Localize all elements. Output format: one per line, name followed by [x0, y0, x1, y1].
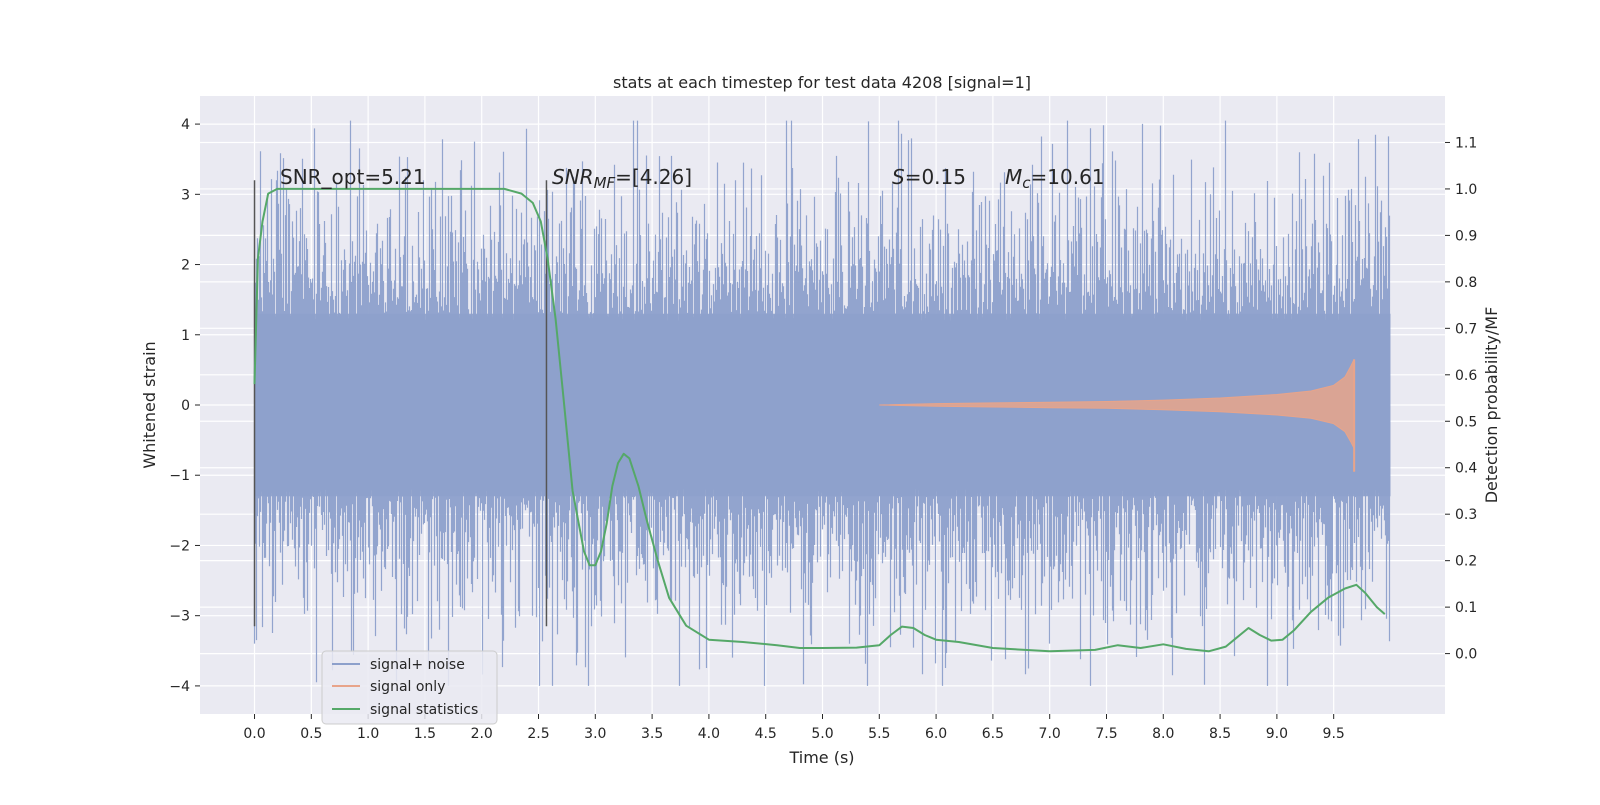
x-tick-label-5: 2.5 [527, 726, 549, 742]
x-tick-label-9: 4.5 [755, 726, 777, 742]
annotation-s: S=0.15 [892, 165, 966, 189]
y-right-tick-label-11: 1.1 [1455, 135, 1477, 151]
x-tick-label-1: 0.5 [300, 726, 322, 742]
ticks: 0.0 0.5 1.0 1.5 2.0 2.5 3.0 3.5 4.0 4.5 5.0 5.5 6.0 6… [169, 117, 1477, 742]
x-tick-label-12: 6.0 [925, 726, 947, 742]
y-axis-right-label: Detection probability/MF [1482, 307, 1501, 504]
x-tick-label-17: 8.5 [1209, 726, 1231, 742]
x-tick-label-4: 2.0 [471, 726, 493, 742]
annotation-mc-sub: c [1022, 174, 1031, 192]
annotation-s-label: S [892, 165, 905, 189]
y-right-tick-label-9: 0.9 [1455, 228, 1477, 244]
x-tick-label-6: 3.0 [584, 726, 606, 742]
annotation-snr-opt: SNR_opt=5.21 [280, 165, 426, 189]
y-axis-left-label: Whitened strain [140, 341, 159, 468]
x-axis-label: Time (s) [788, 748, 854, 767]
chart-title: stats at each timestep for test data 420… [613, 73, 1031, 92]
x-tick-label-11: 5.5 [868, 726, 890, 742]
annotation-snr-mf-sub: MF [594, 174, 616, 192]
y-right-tick-label-2: 0.2 [1455, 554, 1477, 570]
y-right-tick-label-0: 0.0 [1455, 647, 1477, 663]
x-tick-label-8: 4.0 [698, 726, 720, 742]
x-tick-label-14: 7.0 [1039, 726, 1061, 742]
y-right-tick-label-5: 0.5 [1455, 414, 1477, 430]
y-left-tick-label-4: 0 [181, 398, 190, 414]
series-signal-only [879, 359, 1356, 472]
legend-label-signal-noise: signal+ noise [370, 657, 465, 673]
annotation-snr-mf-value: =[4.26] [615, 165, 692, 189]
y-left-tick-label-1: −3 [169, 609, 190, 625]
annotation-s-value: =0.15 [905, 165, 966, 189]
x-tick-label-0: 0.0 [243, 726, 265, 742]
y-right-tick-label-3: 0.3 [1455, 507, 1477, 523]
x-tick-label-3: 1.5 [414, 726, 436, 742]
legend-box [321, 650, 498, 725]
y-left-tick-label-8: 4 [181, 117, 190, 133]
y-left-tick-label-2: −2 [169, 538, 190, 554]
x-tick-label-2: 1.0 [357, 726, 379, 742]
x-tick-label-13: 6.5 [982, 726, 1004, 742]
x-tick-label-7: 3.5 [641, 726, 663, 742]
legend-label-signal-only: signal only [370, 679, 445, 695]
y-right-tick-label-6: 0.6 [1455, 368, 1477, 384]
y-right-tick-label-1: 0.1 [1455, 600, 1477, 616]
x-tick-label-19: 9.5 [1323, 726, 1345, 742]
x-tick-label-15: 7.5 [1095, 726, 1117, 742]
series-signal-statistics [253, 187, 1386, 653]
annotation-snr-mf-base: SNR [552, 165, 594, 189]
annotations: SNR_opt=5.21 SNRMF=[4.26] S=0.15 Mc=10.6… [280, 165, 1105, 192]
annotation-mc: Mc=10.61 [1005, 165, 1105, 192]
annotation-mc-base: M [1005, 165, 1022, 189]
y-right-tick-label-4: 0.4 [1455, 461, 1477, 477]
y-right-tick-label-10: 1.0 [1455, 182, 1477, 198]
y-left-tick-label-3: −1 [169, 468, 190, 484]
x-tick-label-16: 8.0 [1152, 726, 1174, 742]
annotation-mc-value: =10.61 [1031, 165, 1105, 189]
stats-line [253, 187, 1386, 653]
y-left-tick-label-0: −4 [169, 679, 190, 695]
y-right-tick-label-8: 0.8 [1455, 275, 1477, 291]
legend-label-signal-statistics: signal statistics [370, 702, 478, 718]
legend: signal+ noise signal only signal statist… [321, 650, 498, 725]
y-right-tick-label-7: 0.7 [1455, 321, 1477, 337]
annotation-snr-mf: SNRMF=[4.26] [552, 165, 692, 192]
x-tick-label-18: 9.0 [1266, 726, 1288, 742]
y-left-tick-label-6: 2 [181, 258, 190, 274]
y-left-tick-label-7: 3 [181, 187, 190, 203]
y-left-tick-label-5: 1 [181, 328, 190, 344]
x-tick-label-10: 5.0 [811, 726, 833, 742]
